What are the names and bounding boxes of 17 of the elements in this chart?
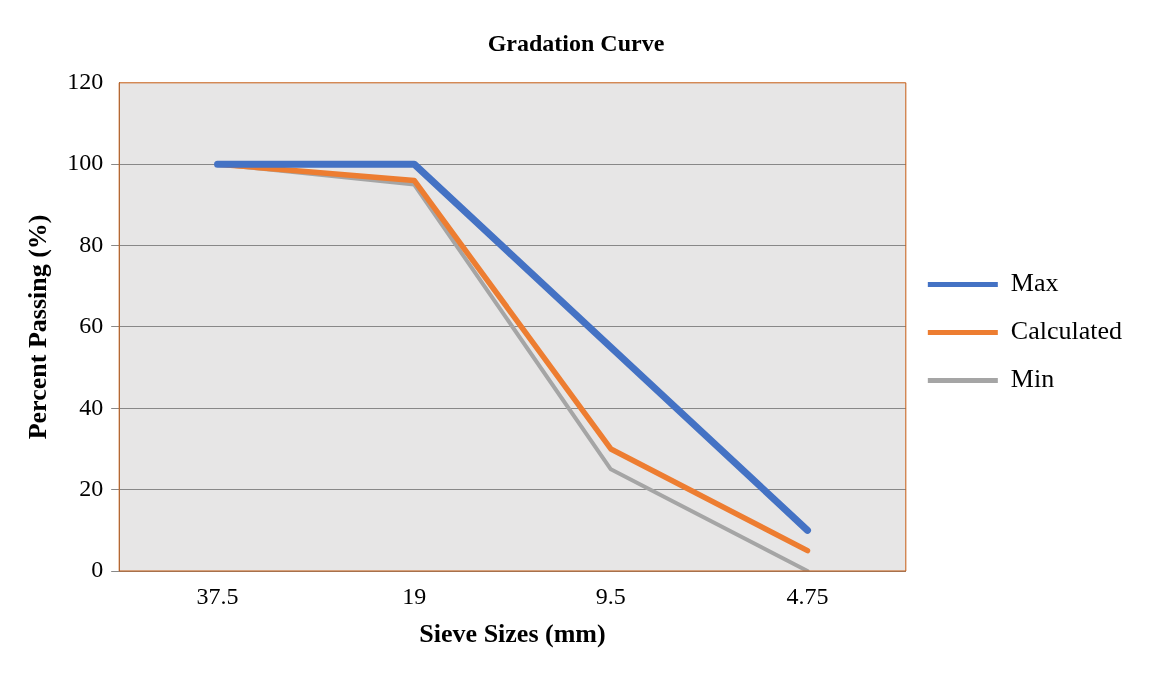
y-tick-label: 0 [91,556,104,583]
chart-title: Gradation Curve [487,29,665,56]
y-tick-label: 120 [67,68,104,95]
x-tick-label: 4.75 [786,582,829,609]
y-tick-label: 60 [79,312,104,339]
x-tick-label: 9.5 [595,582,626,609]
legend-label: Calculated [1010,316,1123,346]
y-axis-title: Percent Passing (%) [23,214,53,440]
y-tick-label: 80 [79,230,104,257]
legend-label: Min [1010,364,1055,394]
legend-label: Max [1010,268,1059,298]
x-tick-label: 19 [402,582,427,609]
y-tick-label: 100 [67,149,104,176]
x-tick-label: 37.5 [196,582,239,609]
x-axis-title: Sieve Sizes (mm) [419,619,606,649]
y-tick-label: 20 [79,474,104,501]
y-tick-label: 40 [79,393,104,420]
